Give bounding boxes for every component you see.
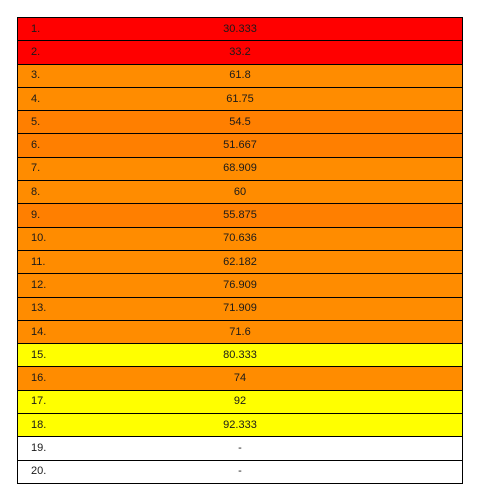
value-cell: 61.8 — [91, 63, 463, 88]
value-cell: 92 — [91, 389, 463, 415]
score-table: 1. 30.333 2. 33.2 3. 61.8 4. 61.75 5. 54… — [17, 16, 463, 484]
rank-cell: 1. — [17, 16, 91, 42]
rank-cell: 19. — [17, 436, 91, 461]
rank-cell: 12. — [17, 273, 91, 298]
table-row: 4. 61.75 — [17, 86, 463, 112]
value-cell: 51.667 — [91, 133, 463, 158]
table-row: 9. 55.875 — [17, 203, 463, 228]
value-cell: 71.909 — [91, 296, 463, 321]
value-cell: 74 — [91, 366, 463, 391]
rank-cell: 5. — [17, 110, 91, 135]
value-cell: 62.182 — [91, 249, 463, 275]
value-cell: 68.909 — [91, 156, 463, 182]
value-cell: 92.333 — [91, 413, 463, 438]
rank-cell: 7. — [17, 156, 91, 182]
rank-cell: 9. — [17, 203, 91, 228]
table-row: 6. 51.667 — [17, 133, 463, 158]
value-cell: 80.333 — [91, 343, 463, 368]
table-row: 19. - — [17, 436, 463, 461]
rank-cell: 15. — [17, 343, 91, 368]
rank-cell: 13. — [17, 296, 91, 321]
table-row: 1. 30.333 — [17, 16, 463, 42]
rank-cell: 18. — [17, 413, 91, 438]
table-row: 18. 92.333 — [17, 413, 463, 438]
table-row: 13. 71.909 — [17, 296, 463, 321]
value-cell: 54.5 — [91, 110, 463, 135]
table-row: 17. 92 — [17, 389, 463, 415]
table-row: 7. 68.909 — [17, 156, 463, 182]
table-row: 3. 61.8 — [17, 63, 463, 88]
value-cell: 76.909 — [91, 273, 463, 298]
rank-cell: 6. — [17, 133, 91, 158]
rank-cell: 2. — [17, 40, 91, 65]
rank-cell: 10. — [17, 226, 91, 251]
value-cell: 30.333 — [91, 16, 463, 42]
score-table-body: 1. 30.333 2. 33.2 3. 61.8 4. 61.75 5. 54… — [17, 16, 463, 484]
value-cell: 60 — [91, 180, 463, 205]
value-cell: 55.875 — [91, 203, 463, 228]
rank-cell: 4. — [17, 86, 91, 112]
value-cell: 71.6 — [91, 319, 463, 345]
table-row: 5. 54.5 — [17, 110, 463, 135]
rank-cell: 14. — [17, 319, 91, 345]
table-row: 14. 71.6 — [17, 319, 463, 345]
table-row: 15. 80.333 — [17, 343, 463, 368]
rank-cell: 3. — [17, 63, 91, 88]
rank-cell: 8. — [17, 180, 91, 205]
table-row: 8. 60 — [17, 180, 463, 205]
value-cell: 33.2 — [91, 40, 463, 65]
table-row: 16. 74 — [17, 366, 463, 391]
table-row: 2. 33.2 — [17, 40, 463, 65]
table-row: 10. 70.636 — [17, 226, 463, 251]
rank-cell: 16. — [17, 366, 91, 391]
value-cell: 61.75 — [91, 86, 463, 112]
table-row: 11. 62.182 — [17, 249, 463, 275]
rank-cell: 17. — [17, 389, 91, 415]
value-cell: 70.636 — [91, 226, 463, 251]
rank-cell: 11. — [17, 249, 91, 275]
value-cell: - — [91, 436, 463, 461]
table-row: 12. 76.909 — [17, 273, 463, 298]
